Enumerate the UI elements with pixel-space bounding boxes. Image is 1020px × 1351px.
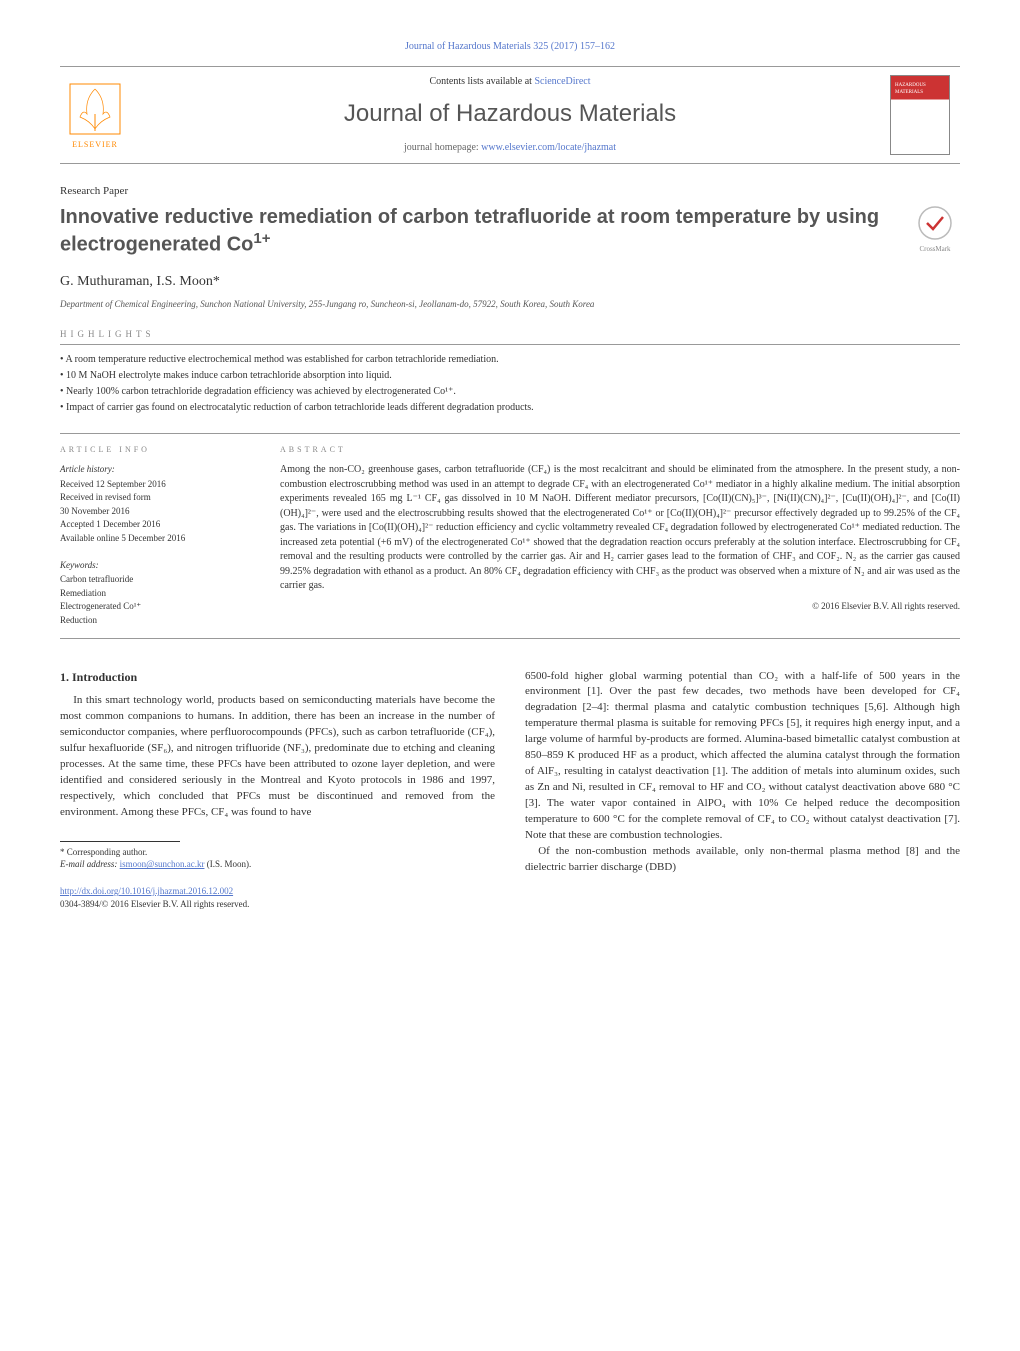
history-label: Article history:	[60, 463, 250, 476]
email-link[interactable]: ismoon@sunchon.ac.kr	[120, 859, 205, 869]
crossmark-label: CrossMark	[910, 245, 960, 255]
cover-thumbnail-icon	[890, 75, 950, 155]
history-item: Received in revised form	[60, 491, 250, 504]
history-item: Received 12 September 2016	[60, 478, 250, 491]
title-row: Innovative reductive remediation of carb…	[60, 205, 960, 272]
journal-cover	[890, 75, 960, 155]
email-label: E-mail address:	[60, 859, 120, 869]
homepage-link[interactable]: www.elsevier.com/locate/jhazmat	[481, 142, 616, 153]
contents-line: Contents lists available at ScienceDirec…	[130, 75, 890, 89]
history-item: Available online 5 December 2016	[60, 532, 250, 545]
intro-paragraph: In this smart technology world, products…	[60, 693, 495, 821]
publisher-name: ELSEVIER	[72, 139, 118, 150]
highlights-list: A room temperature reductive electrochem…	[60, 353, 960, 415]
keyword-item: Reduction	[60, 614, 250, 627]
keywords-label: Keywords:	[60, 559, 250, 572]
citation-header: Journal of Hazardous Materials 325 (2017…	[60, 40, 960, 54]
authors: G. Muthuraman, I.S. Moon*	[60, 272, 960, 292]
corresponding-label: Corresponding author.	[67, 847, 148, 857]
body-paragraph: 6500-fold higher global warming potentia…	[525, 669, 960, 844]
highlights-heading: HIGHLIGHTS	[60, 328, 960, 345]
info-heading: ARTICLE INFO	[60, 444, 250, 455]
keyword-item: Electrogenerated Co¹⁺	[60, 600, 250, 613]
corresponding-footnote: * Corresponding author.	[60, 846, 495, 859]
article-type: Research Paper	[60, 184, 960, 199]
info-abstract-row: ARTICLE INFO Article history: Received 1…	[60, 433, 960, 639]
crossmark-badge[interactable]: CrossMark	[910, 205, 960, 255]
email-author-name: (I.S. Moon).	[204, 859, 251, 869]
article-info: ARTICLE INFO Article history: Received 1…	[60, 444, 250, 628]
doi-block: http://dx.doi.org/10.1016/j.jhazmat.2016…	[60, 885, 495, 910]
body-column-right: 6500-fold higher global warming potentia…	[525, 669, 960, 911]
footnote-separator	[60, 841, 180, 842]
intro-heading: 1. Introduction	[60, 669, 495, 686]
highlights-section: HIGHLIGHTS A room temperature reductive …	[60, 328, 960, 415]
journal-name: Journal of Hazardous Materials	[130, 97, 890, 131]
homepage-line: journal homepage: www.elsevier.com/locat…	[130, 141, 890, 155]
highlight-item: A room temperature reductive electrochem…	[60, 353, 960, 367]
doi-link[interactable]: http://dx.doi.org/10.1016/j.jhazmat.2016…	[60, 886, 233, 896]
homepage-prefix: journal homepage:	[404, 142, 481, 153]
email-footnote: E-mail address: ismoon@sunchon.ac.kr (I.…	[60, 858, 495, 871]
body-column-left: 1. Introduction In this smart technology…	[60, 669, 495, 911]
body-columns: 1. Introduction In this smart technology…	[60, 669, 960, 911]
author-names: G. Muthuraman, I.S. Moon	[60, 274, 213, 289]
affiliation: Department of Chemical Engineering, Sunc…	[60, 298, 960, 311]
keyword-item: Carbon tetrafluoride	[60, 573, 250, 586]
article-title: Innovative reductive remediation of carb…	[60, 205, 910, 258]
history-item: Accepted 1 December 2016	[60, 518, 250, 531]
keyword-item: Remediation	[60, 587, 250, 600]
abstract-heading: ABSTRACT	[280, 444, 960, 455]
history-item: 30 November 2016	[60, 505, 250, 518]
highlight-item: Impact of carrier gas found on electroca…	[60, 401, 960, 415]
corresponding-marker: *	[60, 847, 67, 857]
contents-prefix: Contents lists available at	[429, 76, 534, 87]
sciencedirect-link[interactable]: ScienceDirect	[534, 76, 590, 87]
crossmark-icon	[917, 205, 953, 241]
journal-header: ELSEVIER Contents lists available at Sci…	[60, 66, 960, 164]
title-text: Innovative reductive remediation of carb…	[60, 206, 879, 256]
abstract-section: ABSTRACT Among the non-CO₂ greenhouse ga…	[280, 444, 960, 628]
header-center: Contents lists available at ScienceDirec…	[130, 75, 890, 155]
body-paragraph: Of the non-combustion methods available,…	[525, 844, 960, 876]
elsevier-tree-icon	[65, 79, 125, 139]
highlight-item: 10 M NaOH electrolyte makes induce carbo…	[60, 369, 960, 383]
highlight-item: Nearly 100% carbon tetrachloride degrada…	[60, 385, 960, 399]
corresponding-marker: *	[213, 274, 220, 289]
title-superscript: 1+	[253, 230, 270, 247]
publisher-logo: ELSEVIER	[60, 75, 130, 155]
abstract-copyright: © 2016 Elsevier B.V. All rights reserved…	[280, 600, 960, 613]
issn-copyright: 0304-3894/© 2016 Elsevier B.V. All right…	[60, 898, 495, 911]
abstract-text: Among the non-CO₂ greenhouse gases, carb…	[280, 463, 960, 594]
